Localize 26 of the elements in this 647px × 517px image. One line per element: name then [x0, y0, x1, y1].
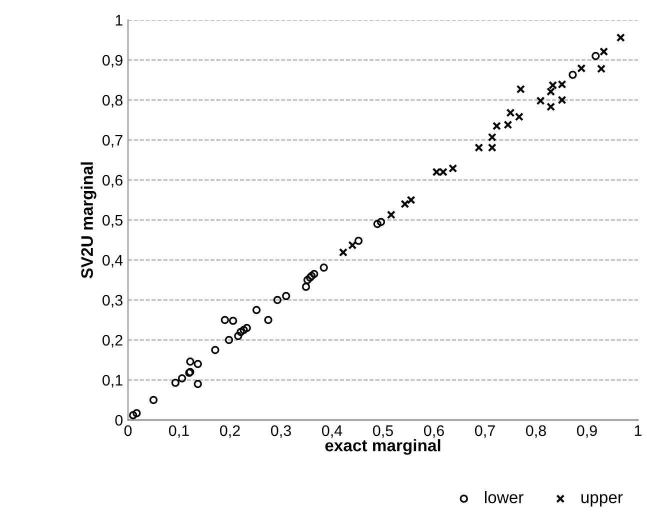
- x-tick-label: 1: [634, 425, 642, 436]
- x-tick-label: 0,7: [474, 425, 495, 438]
- x-tick-label: 0,1: [168, 425, 189, 438]
- y-tick-label: 0,2: [102, 334, 122, 348]
- x-axis-title: exact marginal: [325, 439, 440, 455]
- x-tick-label: 0,6: [424, 425, 444, 438]
- x-tick-label: 0,9: [576, 425, 597, 438]
- x-tick-label: 0,4: [322, 425, 342, 438]
- x-tick-label: 0,5: [372, 425, 393, 438]
- y-tick-label: 0,3: [102, 294, 122, 308]
- y-axis-title: SV2U marginal: [80, 162, 96, 278]
- y-tick-label: 0,7: [102, 134, 122, 148]
- y-tick-label: 0,4: [102, 254, 123, 268]
- y-tick-label: 0,9: [102, 54, 122, 68]
- y-tick-label: 0,1: [102, 374, 122, 388]
- x-tick-label: 0,8: [526, 425, 546, 438]
- x-tick-label: 0,2: [220, 425, 240, 438]
- y-tick-label: 0: [115, 414, 123, 426]
- x-tick-label: 0: [124, 425, 132, 436]
- x-tick-label: 0,3: [270, 425, 291, 438]
- legend-label: lower: [485, 491, 524, 504]
- y-tick-label: 0,5: [102, 214, 122, 228]
- y-tick-label: 1: [116, 15, 122, 26]
- y-tick-label: 0,8: [102, 94, 122, 108]
- legend-label: upper: [581, 494, 623, 507]
- y-tick-label: 0,6: [102, 174, 122, 188]
